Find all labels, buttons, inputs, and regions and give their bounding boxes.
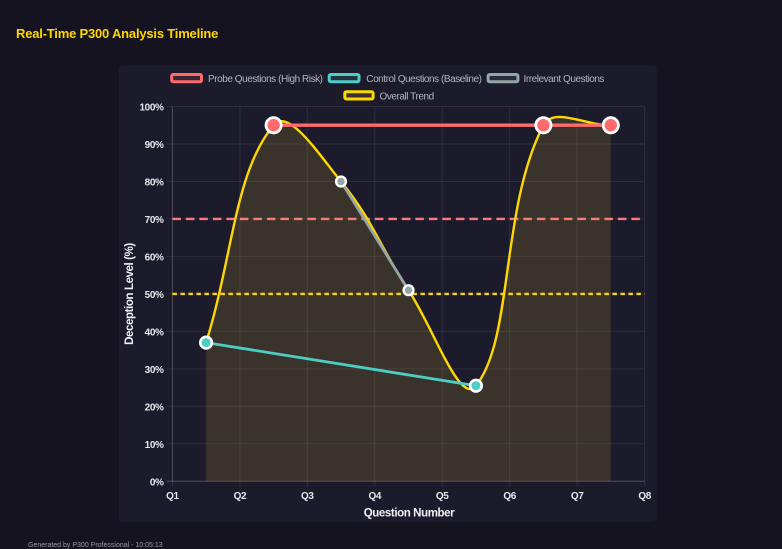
- svg-text:30%: 30%: [145, 365, 164, 376]
- svg-text:Q8: Q8: [638, 491, 651, 502]
- svg-text:80%: 80%: [145, 178, 164, 189]
- svg-text:Question Number: Question Number: [364, 508, 455, 520]
- svg-text:Probe Questions (High Risk): Probe Questions (High Risk): [208, 74, 323, 85]
- svg-text:50%: 50%: [145, 290, 164, 301]
- svg-text:Q7: Q7: [571, 491, 584, 502]
- svg-text:70%: 70%: [145, 215, 164, 226]
- svg-text:0%: 0%: [150, 477, 164, 488]
- svg-text:Deception Level (%): Deception Level (%): [124, 243, 136, 345]
- svg-text:Q3: Q3: [301, 491, 314, 502]
- svg-text:Control Questions (Baseline): Control Questions (Baseline): [366, 74, 481, 85]
- svg-text:Q6: Q6: [503, 491, 516, 502]
- svg-text:Q1: Q1: [166, 491, 179, 502]
- svg-text:10%: 10%: [145, 440, 164, 451]
- svg-text:Q2: Q2: [234, 491, 247, 502]
- svg-text:90%: 90%: [145, 140, 164, 151]
- svg-text:100%: 100%: [140, 103, 164, 114]
- svg-text:40%: 40%: [145, 327, 164, 338]
- svg-text:Q5: Q5: [436, 491, 449, 502]
- svg-text:Irrelevant Questions: Irrelevant Questions: [524, 74, 605, 85]
- svg-text:Overall Trend: Overall Trend: [380, 91, 434, 102]
- svg-text:Q4: Q4: [369, 491, 382, 502]
- svg-text:20%: 20%: [145, 402, 164, 413]
- svg-text:60%: 60%: [145, 252, 164, 263]
